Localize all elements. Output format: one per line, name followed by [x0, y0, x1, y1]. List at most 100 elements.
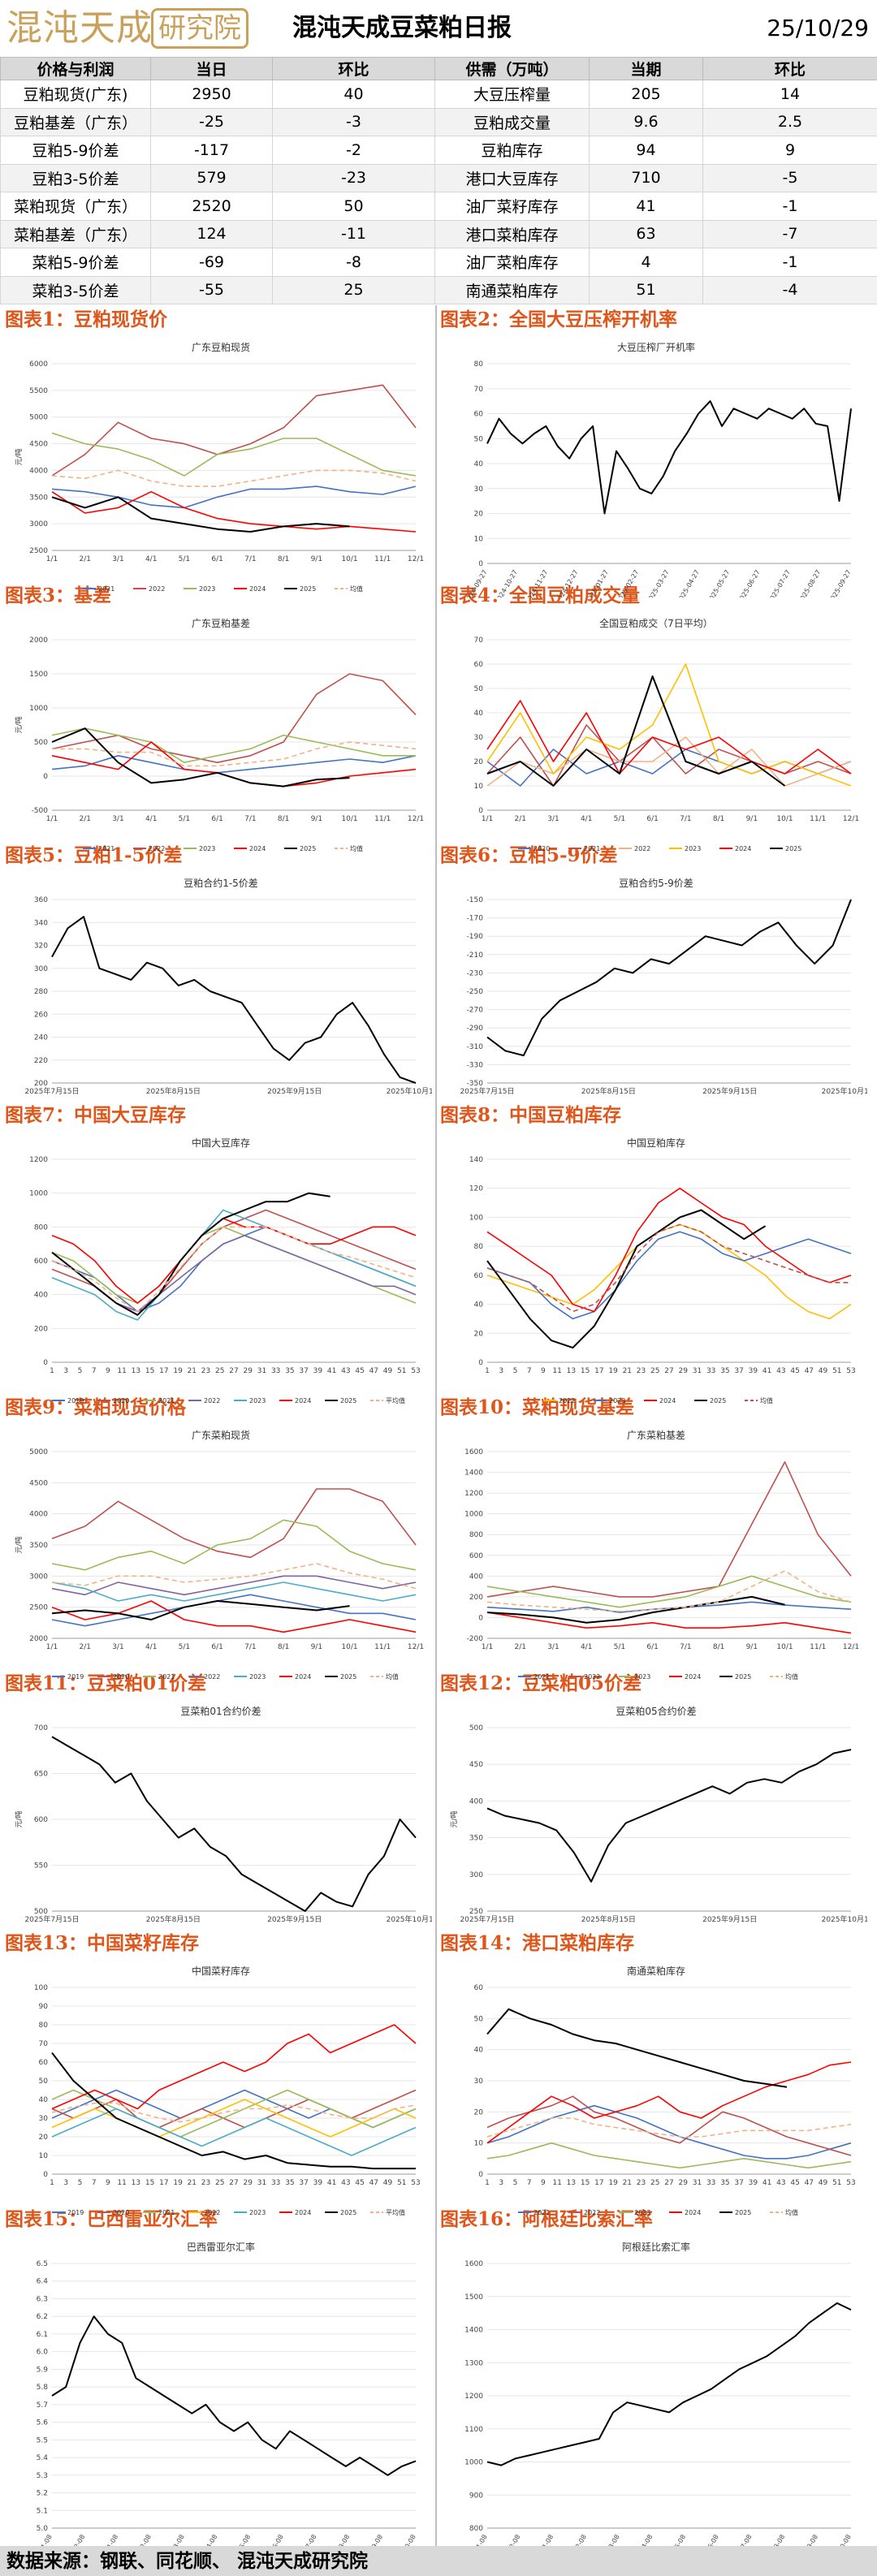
y-tick-label: 80 — [39, 2022, 49, 2030]
x-tick-label: 2025-09-27 — [827, 569, 853, 598]
y-tick-label: 1500 — [29, 671, 48, 679]
legend-label: 平均值 — [386, 1396, 405, 1405]
x-tick-label: 47 — [805, 2179, 814, 2187]
table-cell: -25 — [150, 107, 273, 136]
y-tick-label: -500 — [32, 807, 49, 815]
y-tick-label: 4000 — [29, 467, 48, 475]
y-tick-label: 4500 — [29, 441, 48, 449]
table-cell: 港口大豆库存 — [434, 163, 590, 192]
chart-title: 豆菜粕05合约价差 — [616, 1705, 696, 1717]
y-axis-label: 元/吨 — [14, 1536, 24, 1553]
legend-label: 2022 — [149, 845, 165, 852]
x-tick-label: 5 — [513, 2179, 518, 2187]
table-cell: -55 — [150, 275, 273, 304]
series-line-2024 — [51, 1600, 417, 1633]
table-header-cell: 供需（万吨） — [434, 57, 590, 80]
x-tick-label: 49 — [383, 2179, 393, 2187]
y-tick-label: 20 — [474, 2108, 484, 2116]
x-tick-label: 17 — [594, 2179, 603, 2187]
y-tick-label: 20 — [474, 1330, 484, 1338]
x-tick-label: 5 — [78, 1367, 83, 1375]
y-tick-label: 400 — [469, 1573, 483, 1581]
x-tick-label: 11/1 — [810, 1643, 826, 1651]
table-cell: 豆粕成交量 — [434, 107, 590, 136]
y-tick-label: 100 — [469, 1214, 483, 1222]
series-line-2021 — [486, 2104, 852, 2160]
table-cell: 63 — [589, 219, 703, 248]
y-tick-label: 0 — [43, 1359, 48, 1367]
y-tick-label: 250 — [469, 1908, 483, 1916]
y-tick-label: 0 — [43, 773, 48, 781]
y-tick-label: 6.3 — [37, 2295, 48, 2303]
series-line-2022 — [51, 384, 417, 477]
legend-label: 2024 — [659, 1397, 676, 1405]
legend-label: 2024 — [295, 1397, 311, 1405]
legend-label: 2025 — [785, 845, 801, 852]
series-line-05价差 — [486, 1749, 852, 1883]
table-cell: 菜粕现货（广东） — [0, 192, 151, 221]
y-tick-label: 20 — [39, 2134, 49, 2142]
y-tick-label: -210 — [467, 951, 484, 960]
series-line-平均值 — [51, 2102, 417, 2123]
x-tick-label: 39 — [313, 1367, 323, 1375]
chart-5: 豆粕合约1-5价差 200 220 240 260 280 300 320 340 360 2025… — [24, 877, 432, 1096]
legend-label: 2025 — [340, 1673, 356, 1681]
chart-title: 豆粕合约5-9价差 — [619, 877, 693, 889]
legend-label: 2021 — [158, 1397, 175, 1405]
series-line-2021 — [486, 1601, 852, 1613]
y-tick-label: 0 — [478, 560, 483, 568]
y-tick-label: 1200 — [29, 1156, 48, 1164]
x-tick-label: 15 — [581, 2179, 590, 2187]
legend-label: 2021 — [534, 1673, 550, 1681]
y-tick-label: 10 — [474, 2140, 484, 2148]
legend-label: 均值 — [350, 585, 363, 593]
table-cell: 2520 — [150, 192, 273, 221]
legend-label: 2019 — [67, 1397, 84, 1405]
x-tick-label: 7 — [92, 2179, 97, 2187]
x-tick-label: 21 — [188, 2179, 197, 2187]
legend-label: 2025 — [735, 2209, 751, 2216]
legend-label: 2023 — [249, 1673, 266, 1681]
series-line-2024 — [486, 700, 852, 775]
x-tick-label: 2025年7月15日 — [24, 1914, 79, 1924]
chart-title: 豆菜粕01合约价差 — [180, 1705, 261, 1717]
x-tick-label: 3/1 — [112, 1643, 123, 1651]
series-line-2025 — [486, 2008, 788, 2088]
y-tick-label: 60 — [39, 2059, 49, 2067]
series-line-2024 — [51, 741, 417, 787]
y-tick-label: -290 — [467, 1025, 484, 1033]
x-tick-label: 3 — [63, 2179, 68, 2187]
x-tick-label: 12/1 — [408, 555, 424, 563]
legend-label: 2019 — [67, 1673, 84, 1681]
page-title: 混沌天成豆菜粕日报 — [292, 14, 512, 42]
x-tick-label: 11/1 — [374, 815, 391, 823]
x-tick-label: 9/1 — [311, 555, 322, 563]
series-line-均值 — [486, 1223, 851, 1313]
y-tick-label: 350 — [469, 1835, 483, 1843]
x-tick-label: 25 — [215, 1367, 224, 1375]
series-line-2020 — [51, 1488, 417, 1559]
y-tick-label: 5.4 — [37, 2454, 49, 2462]
x-tick-label: 2/1 — [79, 555, 90, 563]
x-tick-label: 7/1 — [680, 1643, 691, 1651]
x-tick-label: 37 — [734, 2179, 743, 2187]
x-tick-label: 23 — [201, 1367, 210, 1375]
series-line-2020 — [51, 2089, 417, 2129]
legend-label: 2019 — [67, 2209, 84, 2216]
x-tick-label: 3/1 — [547, 1643, 559, 1651]
series-line-01价差 — [51, 1736, 417, 1912]
y-tick-label: 1000 — [29, 705, 48, 713]
table-cell: 124 — [150, 219, 273, 248]
series-line-5-9价差 — [486, 899, 852, 1057]
y-tick-label: 4000 — [29, 1511, 48, 1519]
x-tick-label: 6/1 — [646, 815, 658, 823]
legend-label: 2023 — [249, 2209, 266, 2216]
y-tick-label: 50 — [474, 685, 484, 693]
legend-label: 2022 — [584, 1673, 600, 1681]
legend-label: 2024 — [735, 845, 751, 852]
x-tick-label: 5/1 — [179, 1643, 190, 1651]
y-tick-label: 40 — [474, 2047, 484, 2055]
